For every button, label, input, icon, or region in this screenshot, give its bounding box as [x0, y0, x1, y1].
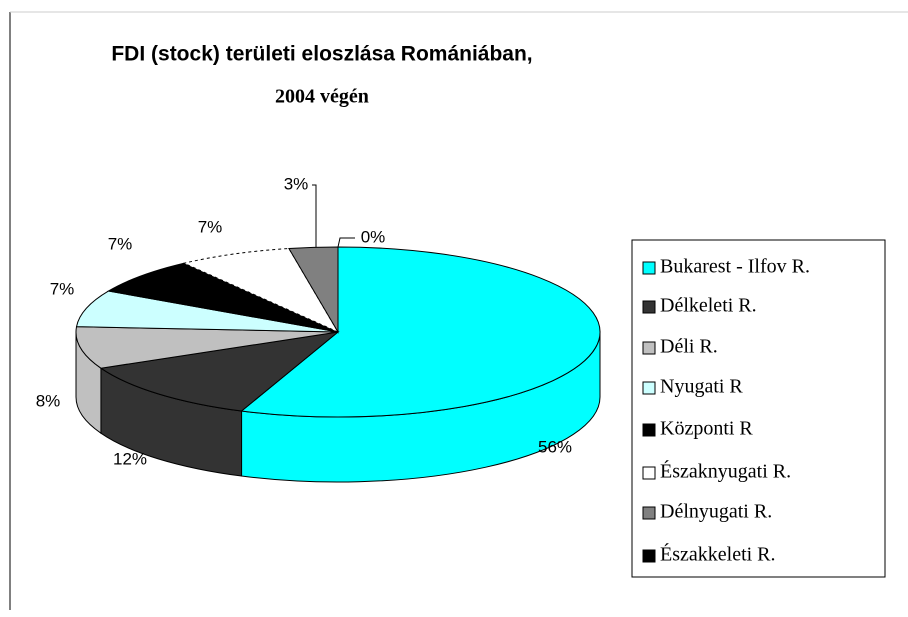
data-label: 8% [36, 391, 61, 410]
leader-line [312, 184, 317, 247]
legend-label: Déli R. [660, 336, 718, 358]
legend-swatch [642, 466, 656, 480]
chart-title: FDI (stock) területi eloszlása Romániába… [111, 43, 532, 66]
slice [182, 247, 340, 334]
leader-line [337, 237, 355, 248]
legend-label: Északnyugati R. [660, 460, 791, 483]
chart-subtitle: 2004 végén [275, 86, 369, 108]
legend-swatch [642, 549, 656, 563]
legend-swatch [642, 261, 656, 275]
data-label: 7% [50, 279, 75, 298]
slice [75, 290, 339, 333]
slice [75, 326, 339, 369]
slice [106, 262, 339, 333]
legend-label: Bukarest - Ilfov R. [660, 256, 810, 278]
data-label: 7% [108, 234, 133, 253]
legend-label: Központi R [660, 418, 753, 440]
legend [631, 239, 886, 578]
data-label: 3% [284, 174, 309, 193]
data-label: 56% [538, 437, 572, 456]
legend-swatch [642, 423, 656, 437]
legend-swatch [642, 381, 656, 395]
legend-label: Délnyugati R. [660, 501, 772, 523]
legend-label: Északkeleti R. [660, 543, 776, 566]
slice [99, 331, 340, 412]
data-label: 7% [198, 217, 223, 236]
legend-swatch [642, 506, 656, 520]
legend-swatch [642, 300, 656, 314]
legend-swatch [642, 341, 656, 355]
legend-label: Délkeleti R. [660, 295, 757, 317]
data-label: 0% [361, 227, 386, 246]
legend-label: Nyugati R [660, 376, 743, 398]
data-label: 12% [113, 449, 147, 468]
slice [240, 246, 601, 418]
